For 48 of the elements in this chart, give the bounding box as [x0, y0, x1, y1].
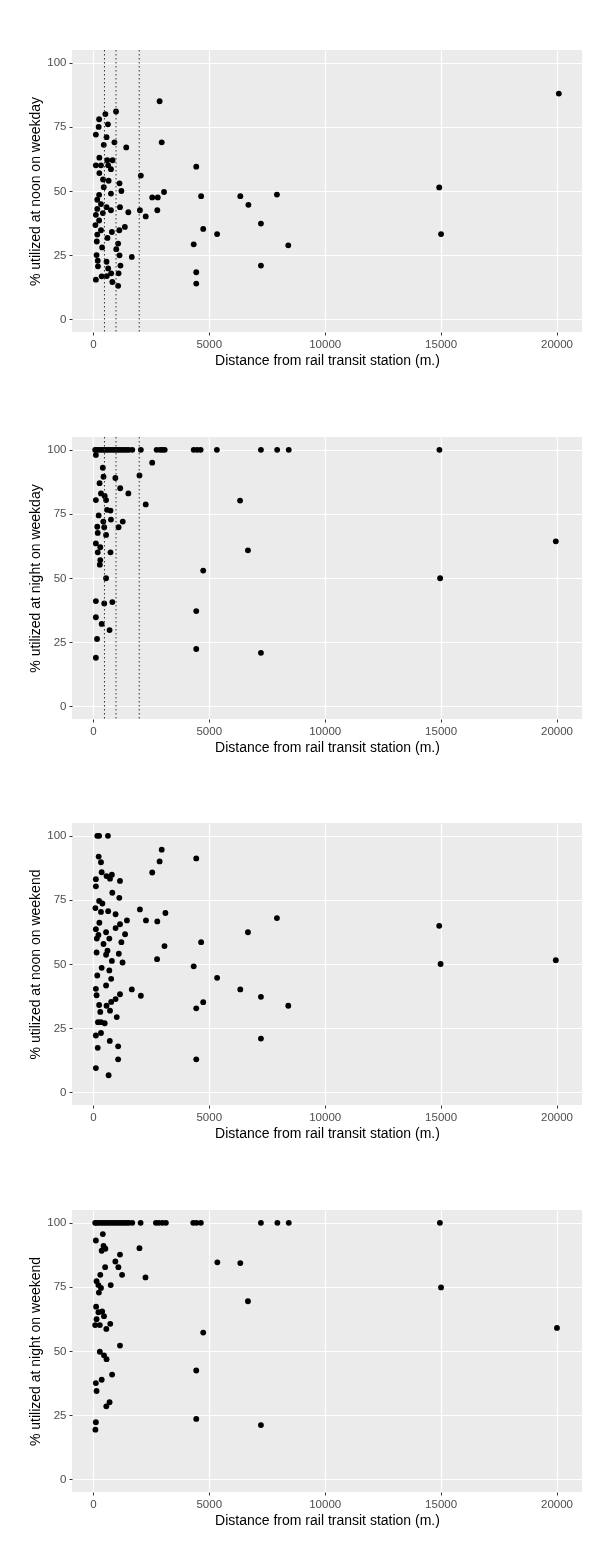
- y-axis-title: % utilized at noon on weekend: [27, 869, 44, 1060]
- x-tick-label: 5000: [196, 724, 223, 737]
- x-axis-title: Distance from rail transit station (m.): [215, 1512, 440, 1528]
- y-tick-label: 50: [53, 571, 67, 584]
- y-tick-label: 100: [47, 829, 67, 842]
- x-tick-label: 0: [90, 1110, 97, 1123]
- y-tick-label: 25: [53, 1021, 67, 1034]
- y-tick-label: 0: [60, 1472, 67, 1485]
- x-tick-label: 20000: [541, 1497, 573, 1510]
- x-tick-label: 0: [90, 1497, 97, 1510]
- y-tick-label: 0: [60, 1085, 67, 1098]
- y-axis-title: % utilized at night on weekday: [27, 484, 44, 673]
- y-tick-label: 50: [53, 184, 67, 197]
- x-tick-label: 10000: [309, 337, 342, 350]
- y-tick-label: 75: [53, 507, 67, 520]
- y-tick-label: 50: [53, 1344, 67, 1357]
- x-tick-label: 15000: [425, 1110, 458, 1123]
- x-tick-label: 10000: [309, 724, 342, 737]
- y-tick-label: 75: [53, 120, 67, 133]
- x-tick-label: 20000: [541, 1110, 573, 1123]
- y-axis-title: % utilized at noon on weekday: [27, 96, 44, 287]
- y-tick-label: 25: [53, 635, 67, 648]
- y-axis-title: % utilized at night on weekend: [27, 1256, 44, 1447]
- y-tick-label: 100: [47, 443, 67, 456]
- x-tick-label: 5000: [196, 1110, 223, 1123]
- x-axis-title: Distance from rail transit station (m.): [215, 352, 440, 368]
- y-tick-label: 75: [53, 893, 67, 906]
- x-tick-label: 10000: [309, 1110, 342, 1123]
- y-tick-label: 75: [53, 1280, 67, 1293]
- x-tick-label: 5000: [196, 337, 223, 350]
- y-tick-label: 0: [60, 312, 67, 325]
- x-tick-label: 0: [90, 724, 97, 737]
- x-tick-label: 15000: [425, 724, 458, 737]
- x-axis-title: Distance from rail transit station (m.): [215, 1125, 440, 1141]
- y-tick-label: 50: [53, 957, 67, 970]
- x-tick-label: 10000: [309, 1497, 342, 1510]
- y-tick-label: 100: [47, 56, 67, 69]
- y-tick-label: 25: [53, 1408, 67, 1421]
- y-tick-label: 100: [47, 1216, 67, 1229]
- x-axis-title: Distance from rail transit station (m.): [215, 739, 440, 755]
- y-tick-label: 25: [53, 248, 67, 261]
- y-tick-label: 0: [60, 699, 67, 712]
- x-tick-label: 15000: [425, 1497, 458, 1510]
- x-tick-label: 15000: [425, 337, 458, 350]
- x-tick-label: 0: [90, 337, 97, 350]
- x-tick-label: 5000: [196, 1497, 223, 1510]
- x-tick-label: 20000: [541, 724, 573, 737]
- x-tick-label: 20000: [541, 337, 573, 350]
